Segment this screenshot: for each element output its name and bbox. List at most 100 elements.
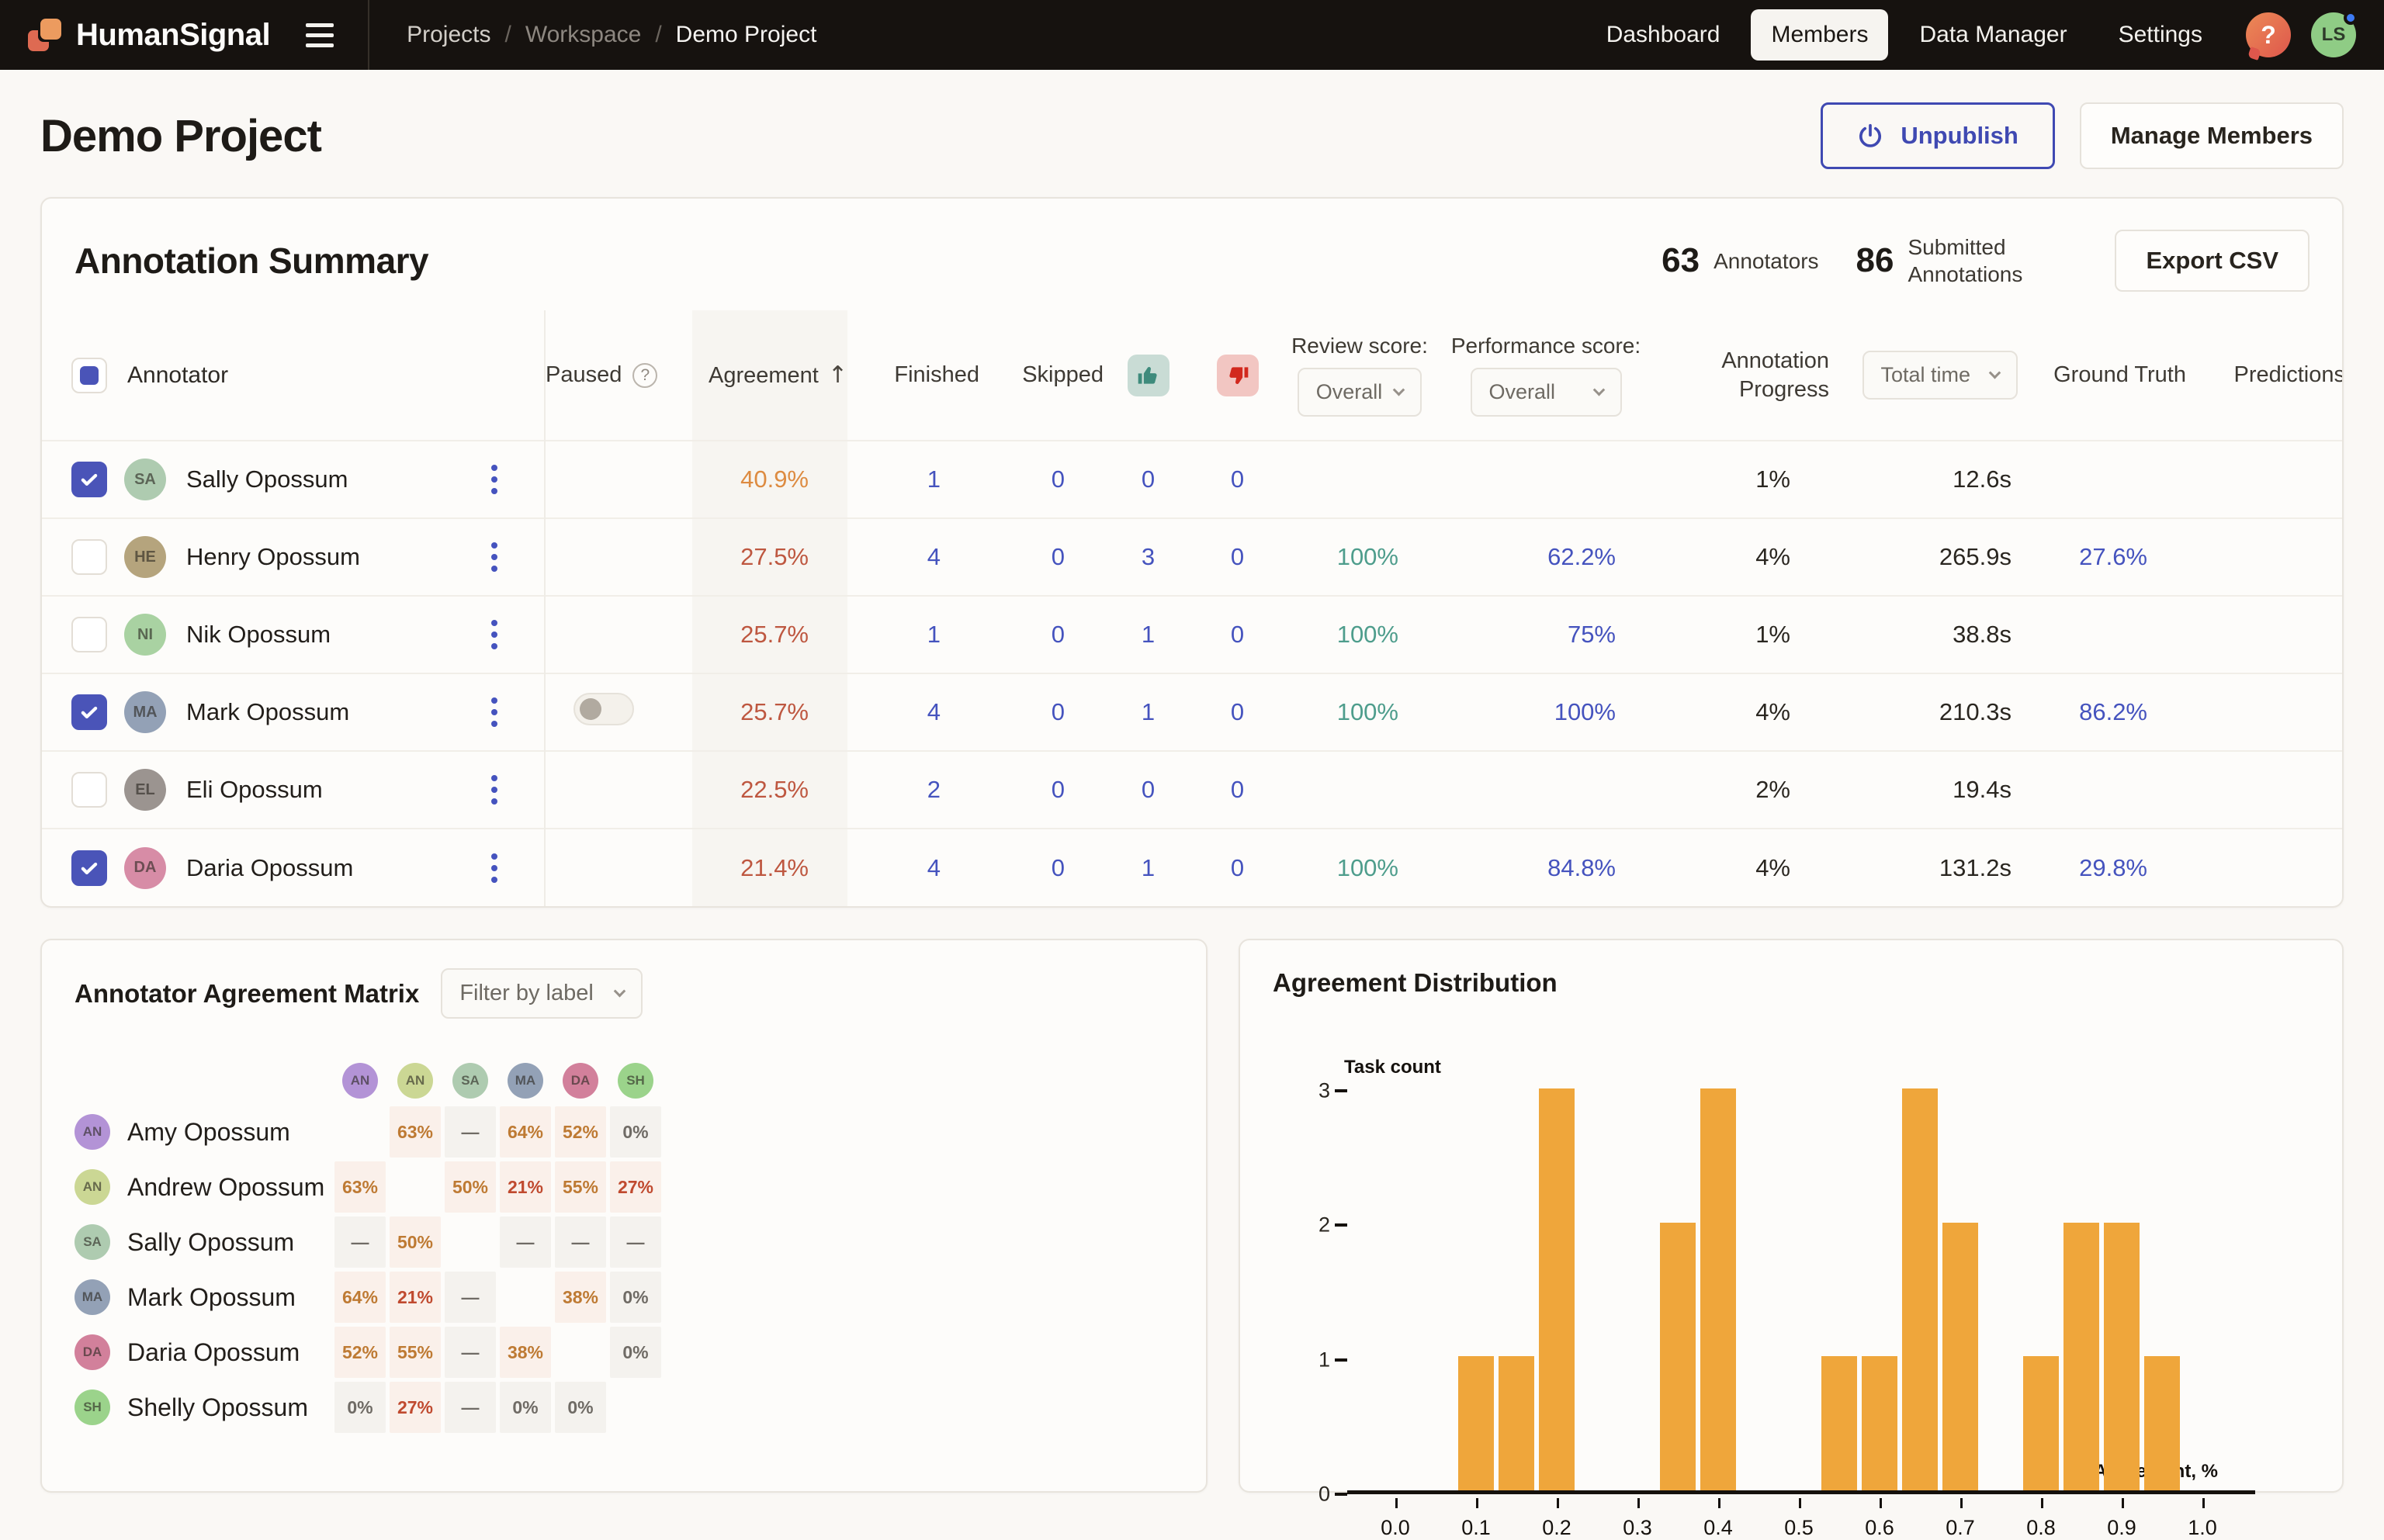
finished-count[interactable]: 1 — [927, 621, 941, 648]
row-menu-icon[interactable] — [488, 694, 501, 730]
matrix-column-avatar: SA — [445, 1059, 496, 1102]
avatar: DA — [124, 846, 166, 889]
ground-truth-value[interactable]: 86.2% — [2079, 698, 2147, 725]
performance-score-value[interactable] — [1437, 441, 1655, 518]
annotator-name: Daria Opossum — [127, 1338, 300, 1366]
row-menu-icon[interactable] — [488, 539, 501, 575]
accepted-count[interactable]: 0 — [1141, 776, 1156, 803]
x-tick-label: 0.7 — [1946, 1516, 1975, 1539]
sort-ascending-icon[interactable]: ↑ — [827, 362, 847, 389]
accepted-count[interactable]: 0 — [1141, 465, 1156, 493]
histogram-bar — [1862, 1356, 1897, 1490]
ground-truth-value[interactable] — [2050, 441, 2186, 518]
histogram-bar — [2104, 1222, 2140, 1490]
nav-dashboard[interactable]: Dashboard — [1606, 22, 1720, 47]
user-avatar-initials: LS — [2321, 24, 2346, 45]
export-csv-button[interactable]: Export CSV — [2115, 230, 2310, 292]
rejected-count[interactable]: 0 — [1230, 698, 1245, 725]
performance-score-value[interactable]: 84.8% — [1547, 853, 1616, 881]
manage-members-button[interactable]: Manage Members — [2079, 102, 2344, 169]
matrix-cell: 63% — [334, 1161, 386, 1213]
x-tick-mark — [1637, 1498, 1640, 1508]
avatar: HE — [124, 536, 166, 578]
matrix-cell: 38% — [500, 1327, 551, 1378]
filter-by-label-select[interactable]: Filter by label — [441, 968, 643, 1019]
performance-score-select[interactable]: Overall — [1470, 368, 1622, 417]
x-tick-label: 1.0 — [2188, 1516, 2217, 1539]
row-checkbox[interactable] — [71, 462, 107, 497]
row-checkbox[interactable] — [71, 850, 107, 886]
skipped-count[interactable]: 0 — [1051, 776, 1065, 803]
skipped-count[interactable]: 0 — [1051, 543, 1065, 570]
performance-score-value[interactable] — [1437, 751, 1655, 829]
rejected-count[interactable]: 0 — [1230, 465, 1245, 493]
performance-score-value[interactable]: 75% — [1567, 621, 1616, 648]
finished-count[interactable]: 1 — [927, 465, 941, 493]
row-menu-icon[interactable] — [488, 772, 501, 808]
skipped-count[interactable]: 0 — [1051, 621, 1065, 648]
ground-truth-value[interactable] — [2050, 596, 2186, 673]
select-all-checkbox[interactable] — [71, 357, 107, 393]
column-agreement[interactable]: Agreement ↑ — [692, 310, 847, 441]
review-score-value[interactable]: 100% — [1336, 698, 1398, 725]
skipped-count[interactable]: 0 — [1051, 465, 1065, 493]
accepted-count[interactable]: 3 — [1141, 543, 1156, 570]
ground-truth-value[interactable]: 27.6% — [2079, 543, 2147, 570]
accepted-count[interactable]: 1 — [1141, 698, 1156, 725]
humansignal-logo-icon — [28, 17, 64, 53]
hamburger-menu-icon[interactable] — [306, 22, 334, 47]
table-row: MA Mark Opossum 25.7% 4 0 1 0 100% 100% 4% 210.3s 8… — [42, 673, 2342, 751]
row-menu-icon[interactable] — [488, 850, 501, 886]
pause-toggle[interactable] — [573, 693, 634, 725]
rejected-count[interactable]: 0 — [1230, 776, 1245, 803]
review-score-value[interactable]: 100% — [1336, 543, 1398, 570]
rejected-count[interactable]: 0 — [1230, 621, 1245, 648]
total-time-value: 38.8s — [1953, 621, 2012, 648]
rejected-count[interactable]: 0 — [1230, 543, 1245, 570]
performance-score-value[interactable]: 100% — [1554, 698, 1616, 725]
unpublish-button[interactable]: Unpublish — [1821, 102, 2055, 169]
accepted-count[interactable]: 1 — [1141, 621, 1156, 648]
accepted-count[interactable]: 1 — [1141, 853, 1156, 881]
paused-help-icon[interactable]: ? — [632, 363, 658, 389]
total-time-select[interactable]: Total time — [1862, 351, 2018, 400]
brand-name: HumanSignal — [76, 17, 271, 52]
breadcrumb-workspace[interactable]: Workspace — [525, 22, 642, 47]
nav-settings[interactable]: Settings — [2118, 22, 2202, 47]
breadcrumb-demo-project[interactable]: Demo Project — [675, 22, 817, 47]
row-menu-icon[interactable] — [488, 617, 501, 652]
top-navigation: Dashboard Members Data Manager Settings — [1586, 9, 2223, 61]
help-icon[interactable]: ? — [2246, 12, 2291, 57]
skipped-count[interactable]: 0 — [1051, 853, 1065, 881]
row-checkbox[interactable] — [71, 539, 107, 575]
thumbs-up-icon — [1127, 354, 1169, 396]
agreement-matrix: AN AN SA MA DA SH AN Amy Opossum 63% —64% 52% 0% AN A… — [74, 1059, 1173, 1433]
finished-count[interactable]: 2 — [927, 776, 941, 803]
review-score-value[interactable] — [1282, 441, 1437, 518]
matrix-cell: — — [610, 1216, 661, 1268]
row-checkbox[interactable] — [71, 694, 107, 730]
rejected-count[interactable]: 0 — [1230, 853, 1245, 881]
finished-count[interactable]: 4 — [927, 543, 941, 570]
ground-truth-value[interactable]: 29.8% — [2079, 853, 2147, 881]
brand[interactable]: HumanSignal — [28, 17, 271, 53]
finished-count[interactable]: 4 — [927, 853, 941, 881]
skipped-count[interactable]: 0 — [1051, 698, 1065, 725]
review-score-value[interactable]: 100% — [1336, 621, 1398, 648]
avatar: AN — [397, 1063, 433, 1099]
review-score-value[interactable]: 100% — [1336, 853, 1398, 881]
matrix-row-label: AN Andrew Opossum — [74, 1169, 331, 1205]
ground-truth-value[interactable] — [2050, 751, 2186, 829]
finished-count[interactable]: 4 — [927, 698, 941, 725]
row-checkbox[interactable] — [71, 617, 107, 652]
review-score-value[interactable] — [1282, 751, 1437, 829]
column-performance-score: Performance score: — [1450, 334, 1641, 358]
breadcrumb-projects[interactable]: Projects — [407, 22, 491, 47]
row-checkbox[interactable] — [71, 772, 107, 808]
row-menu-icon[interactable] — [488, 462, 501, 497]
performance-score-value[interactable]: 62.2% — [1547, 543, 1616, 570]
nav-data-manager[interactable]: Data Manager — [1919, 22, 2067, 47]
nav-members[interactable]: Members — [1751, 9, 1889, 61]
review-score-select[interactable]: Overall — [1297, 368, 1422, 417]
user-avatar[interactable]: LS — [2311, 11, 2358, 57]
